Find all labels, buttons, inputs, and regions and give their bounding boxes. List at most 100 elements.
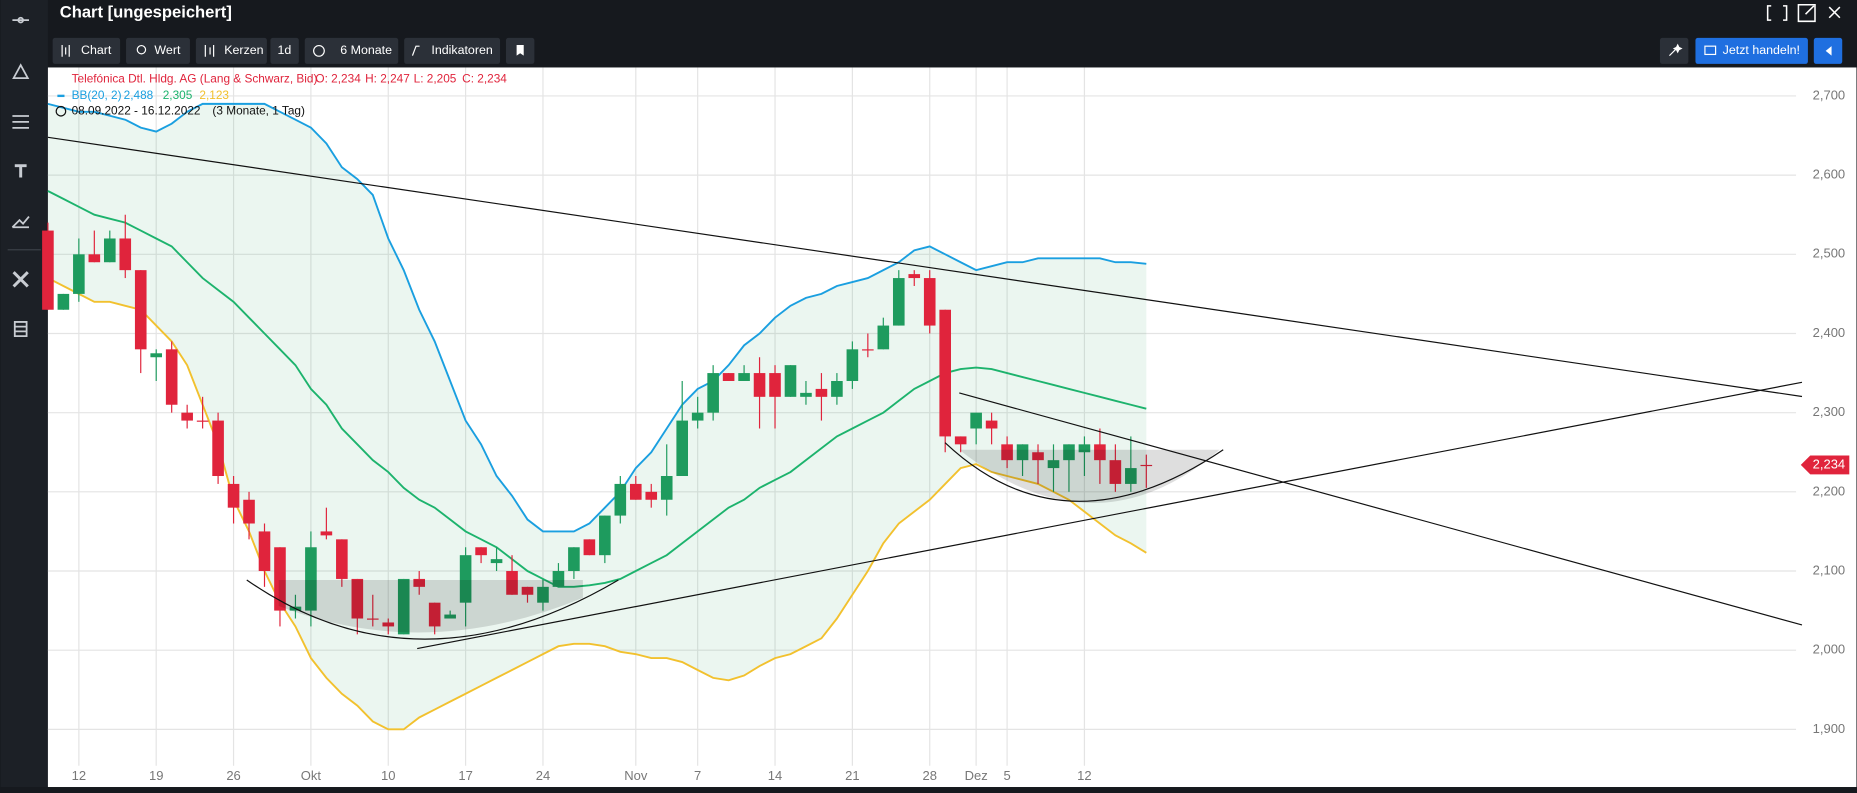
tool-icon[interactable]: [12, 63, 30, 80]
tool-icon[interactable]: [13, 321, 28, 338]
close-button[interactable]: [1828, 6, 1841, 19]
candle-body: [444, 614, 456, 619]
price-tag: [1800, 455, 1850, 475]
trade-button[interactable]: [1695, 37, 1808, 64]
tool-icon[interactable]: [12, 16, 29, 24]
candle-body: [954, 436, 967, 445]
candle-body: [366, 618, 379, 620]
toolbar-label: Wert: [154, 43, 181, 57]
candle-body: [784, 365, 797, 397]
tool-icon[interactable]: [12, 271, 29, 288]
candle-body: [831, 380, 843, 397]
candle-body: [1125, 468, 1137, 484]
pattern-shade: [278, 579, 583, 633]
candle-body: [1063, 444, 1075, 461]
x-tick-label: 28: [922, 768, 936, 783]
candle-body: [397, 578, 410, 635]
candle-body: [599, 515, 611, 556]
window-title: Chart [ungespeichert]: [60, 2, 232, 21]
magic-icon: [1669, 43, 1683, 57]
legend: Telefónica Dtl. Hldg. AG (Lang & Schwarz…: [55, 71, 507, 117]
period-note: (3 Monate, 1 Tag): [212, 103, 305, 117]
bottom-bar: [0, 787, 1857, 793]
bookmark-icon: [516, 44, 524, 56]
candle-body: [490, 559, 503, 564]
maximize-button[interactable]: [1766, 5, 1788, 21]
candle-body: [351, 578, 364, 619]
indicators-button[interactable]: [404, 37, 501, 64]
sidebar: [0, 0, 48, 793]
x-tick-label: 24: [536, 768, 550, 783]
candle-body: [73, 254, 85, 294]
trade-label: Jetzt handeln!: [1723, 43, 1800, 57]
value-button[interactable]: [126, 37, 190, 64]
y-tick-label: 2,300: [1813, 404, 1846, 419]
band-fill: [47, 103, 1147, 730]
x-tick-label: Nov: [624, 768, 648, 783]
band-line: [47, 190, 1147, 588]
candle-body: [305, 547, 317, 611]
candle-body: [320, 531, 333, 536]
candle-body: [862, 349, 874, 351]
candle-body: [1140, 464, 1153, 467]
icon: [136, 44, 147, 55]
candle-body: [568, 547, 580, 572]
indicator-value: 2,488: [124, 88, 154, 102]
candle-body: [165, 349, 178, 405]
candle-body: [908, 274, 921, 279]
candle-body: [336, 539, 348, 579]
candle-body: [475, 547, 487, 556]
icon: [61, 44, 70, 57]
y-tick-label: 2,000: [1813, 642, 1846, 657]
y-tick-label: 2,100: [1813, 562, 1846, 577]
toolbar: Chart Wert Kerzen 1d 6 Monate Indikatore…: [52, 37, 1843, 64]
popout-button[interactable]: [1797, 3, 1816, 23]
indicator-swatch: [57, 94, 65, 98]
icon: [313, 44, 325, 57]
candle-body: [382, 622, 395, 627]
x-tick-label: 26: [226, 768, 240, 783]
candle-body: [227, 483, 240, 508]
window-controls: [1766, 3, 1841, 23]
x-tick-label: Okt: [301, 768, 322, 783]
candle-body: [243, 499, 255, 524]
candle-body: [134, 270, 147, 350]
icon: [204, 44, 215, 57]
cup-arc: [944, 442, 1224, 502]
interval-button[interactable]: [270, 37, 299, 64]
indicator-value: 2,305: [163, 88, 193, 102]
ohlc-label: H: 2,247: [365, 71, 410, 85]
candle-body: [1109, 460, 1122, 484]
x-tick-label: 12: [1077, 768, 1091, 783]
candle-body: [196, 420, 209, 422]
ohlc-label: O: 2,234: [315, 71, 361, 85]
candle-body: [753, 373, 766, 397]
tool-icon[interactable]: [12, 115, 29, 129]
candle-body: [103, 238, 116, 263]
candle-body: [258, 531, 271, 572]
candle-body: [119, 238, 132, 271]
tool-icon[interactable]: [11, 216, 30, 229]
toolbar-label: Kerzen: [224, 43, 263, 57]
tool-icon[interactable]: [14, 164, 27, 178]
candle-body: [1094, 444, 1106, 461]
candle-body: [877, 325, 890, 350]
candle-body: [88, 254, 101, 263]
toolbar-icons: [61, 44, 420, 57]
candle-body: [521, 586, 534, 595]
ohlc-label: C: 2,234: [462, 71, 507, 85]
candle-body: [800, 392, 812, 397]
indicator-name: BB(20, 2): [72, 88, 122, 102]
instrument: Telefónica Dtl. Hldg. AG (Lang & Schwarz…: [72, 71, 318, 85]
toolbar-label: Indikatoren: [431, 43, 492, 57]
chart-button[interactable]: [52, 37, 121, 64]
candles-button[interactable]: [195, 37, 267, 64]
candle-body: [1016, 444, 1029, 461]
y-tick-label: 2,700: [1813, 87, 1846, 102]
candle-body: [769, 373, 781, 397]
candle-body: [970, 412, 982, 429]
range-button[interactable]: [304, 37, 399, 64]
candle-body: [660, 476, 673, 500]
panel-icon: [1825, 46, 1832, 56]
cup-arc: [246, 579, 619, 640]
